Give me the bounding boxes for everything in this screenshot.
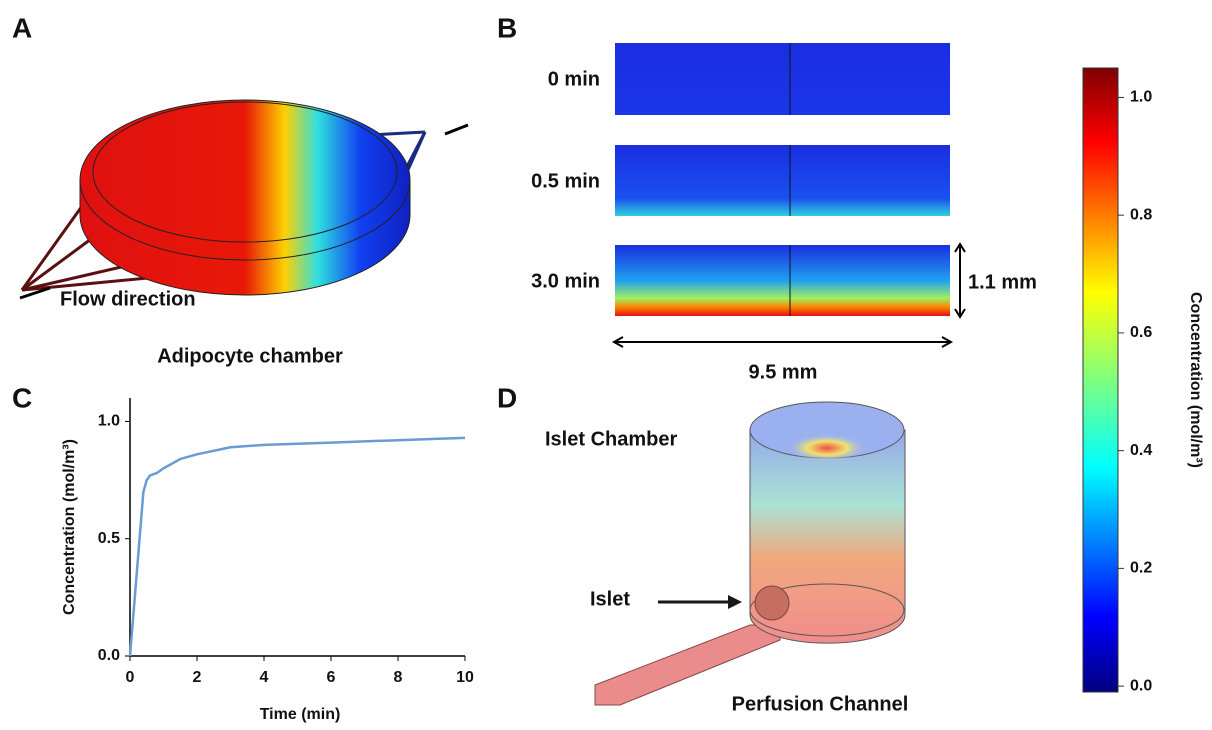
panel-letter: C — [12, 382, 32, 413]
y-axis-label: Concentration (mol/m³) — [61, 439, 78, 615]
chamber-illustration — [20, 100, 468, 298]
annotation: Flow direction — [60, 288, 196, 310]
tick-label: 1.0 — [1130, 89, 1152, 106]
x-tick-label: 10 — [456, 669, 474, 686]
colorbar-label: Concentration (mol/m³) — [1187, 292, 1204, 468]
dimension-label: 1.1 mm — [968, 271, 1037, 293]
x-axis-label: Time (min) — [260, 706, 341, 723]
x-tick-label: 2 — [193, 669, 202, 686]
colorbar: 0.0 0.2 0.4 0.6 0.8 1.0 — [1083, 68, 1152, 694]
tick-label: 0.8 — [1130, 206, 1152, 223]
row-label: 0 min — [548, 68, 600, 90]
row-label: 3.0 min — [531, 270, 600, 292]
tick-label: 0.2 — [1130, 560, 1152, 577]
x-tick-label: 6 — [327, 669, 336, 686]
annotation: Islet — [590, 588, 630, 610]
panel-letter: A — [12, 12, 32, 43]
x-tick-label: 0 — [126, 669, 135, 686]
x-tick-label: 8 — [394, 669, 403, 686]
panel-letter: D — [497, 382, 517, 413]
caption: Adipocyte chamber — [157, 345, 343, 367]
y-tick-label: 1.0 — [98, 413, 120, 430]
line-chart: 0.0 0.5 1.0 0 2 4 6 8 10 — [98, 398, 474, 686]
x-tick-label: 4 — [260, 669, 269, 686]
dimension-label: 9.5 mm — [749, 361, 818, 383]
y-tick-label: 0.0 — [98, 647, 120, 664]
figure: A Flow direction Adipocyte chamber B 0 m… — [0, 0, 1212, 730]
annotation: Islet Chamber — [545, 428, 677, 450]
tick-label: 0.6 — [1130, 324, 1152, 341]
tick-label: 0.4 — [1130, 442, 1152, 459]
y-tick-label: 0.5 — [98, 530, 120, 547]
data-line — [130, 438, 465, 656]
row-label: 0.5 min — [531, 170, 600, 192]
panel-letter: B — [497, 12, 517, 43]
tick-label: 0.0 — [1130, 677, 1152, 694]
simulation-strips — [614, 43, 965, 347]
annotation: Perfusion Channel — [732, 693, 909, 715]
